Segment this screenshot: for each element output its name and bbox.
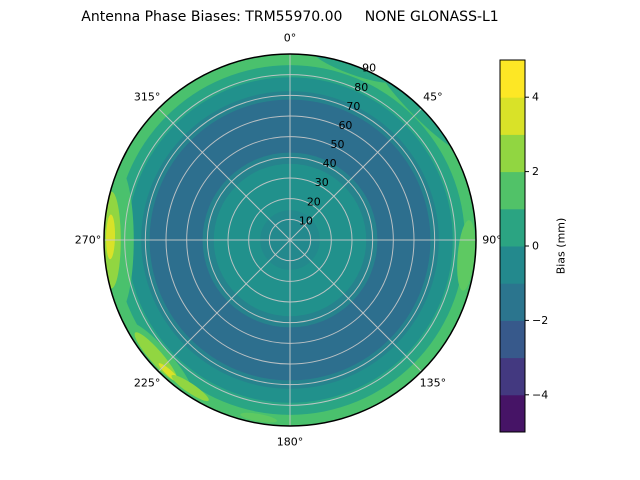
- colorbar: −4 −2 0 2 4 Bias (mm): [499, 59, 568, 433]
- field-hotspot: [171, 374, 209, 402]
- colorbar-band: [500, 283, 525, 321]
- plot-boundary: [103, 53, 477, 427]
- grid-spoke: [289, 108, 422, 241]
- azimuth-tick-label: 270°: [75, 234, 102, 247]
- radial-tick-label: 10: [299, 214, 313, 227]
- radial-tick-label: 30: [315, 176, 329, 189]
- colorbar-band: [500, 357, 525, 396]
- azimuth-tick-label: 135°: [420, 376, 447, 389]
- colorbar-tick-label: 2: [532, 165, 539, 178]
- colorbar-label: Bias (mm): [555, 218, 568, 275]
- radial-tick-label: 60: [338, 119, 352, 132]
- polar-grid: [104, 54, 476, 426]
- colorbar-band: [500, 394, 525, 433]
- colorbar-band: [500, 171, 525, 210]
- grid-spoke: [158, 108, 291, 241]
- colorbar-band: [500, 97, 525, 135]
- grid-spoke: [289, 239, 422, 372]
- field-hotspot: [457, 220, 475, 291]
- colorbar-tick-label: 0: [532, 240, 539, 253]
- colorbar-band: [500, 134, 525, 173]
- colorbar-band: [500, 208, 525, 247]
- azimuth-tick-label: 45°: [423, 91, 443, 104]
- azimuth-tick-label: 315°: [134, 91, 161, 104]
- azimuth-tick-label: 225°: [134, 376, 161, 389]
- colorbar-band: [500, 60, 525, 98]
- azimuth-tick-label: 180°: [277, 436, 304, 449]
- radial-tick-label: 80: [354, 81, 368, 94]
- field-hotspot: [240, 412, 277, 423]
- colorbar-tick-label: 4: [532, 91, 539, 104]
- colorbar-tick-label: −2: [532, 314, 548, 327]
- radial-tick-labels: 10 20 30 40 50 60 70 80 90: [299, 62, 376, 228]
- radial-tick-label: 70: [346, 100, 360, 113]
- azimuth-tick-labels: 0° 45° 90° 135° 180° 225° 270° 315°: [75, 32, 502, 449]
- azimuth-tick-label: 90°: [482, 234, 502, 247]
- radial-tick-label: 50: [331, 138, 345, 151]
- colorbar-tick-label: −4: [532, 388, 548, 401]
- radial-tick-label: 90: [362, 62, 376, 75]
- radial-tick-label: 40: [323, 157, 337, 170]
- chart-title: Antenna Phase Biases: TRM55970.00 NONE G…: [81, 9, 499, 25]
- grid-spoke: [158, 239, 291, 372]
- field-hotspot: [106, 214, 116, 260]
- colorbar-band: [500, 320, 525, 359]
- radial-tick-label: 20: [307, 195, 321, 208]
- azimuth-tick-label: 0°: [284, 32, 297, 45]
- colorbar-band: [500, 246, 525, 284]
